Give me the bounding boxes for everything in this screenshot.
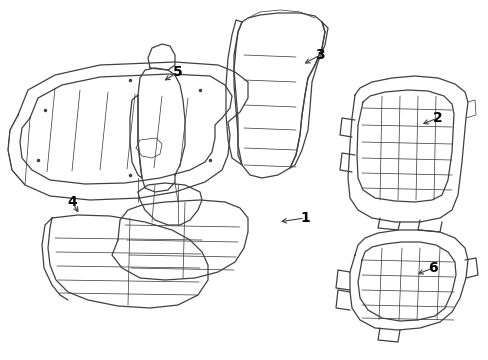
Text: 6: 6 [427, 261, 437, 275]
Text: 4: 4 [67, 195, 77, 209]
Text: 2: 2 [432, 111, 442, 125]
Text: 5: 5 [173, 65, 183, 79]
Text: 3: 3 [315, 48, 324, 62]
Text: 1: 1 [300, 211, 309, 225]
